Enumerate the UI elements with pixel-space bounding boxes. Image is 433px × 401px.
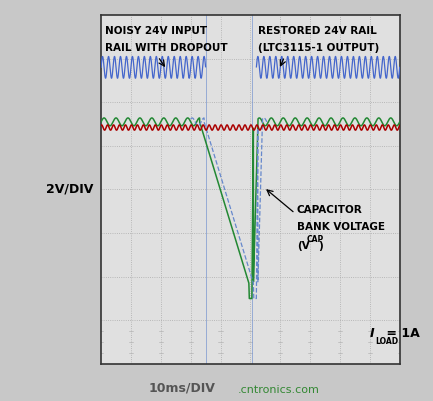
Text: LOAD: LOAD <box>375 336 398 346</box>
Text: ): ) <box>319 241 323 251</box>
Text: I: I <box>370 327 375 340</box>
Text: = 1A: = 1A <box>382 327 420 340</box>
Text: CAPACITOR: CAPACITOR <box>297 205 362 215</box>
Text: (V: (V <box>297 241 310 251</box>
Text: 10ms/DIV: 10ms/DIV <box>149 382 215 395</box>
Text: (LTC3115-1 OUTPUT): (LTC3115-1 OUTPUT) <box>258 43 379 53</box>
Text: NOISY 24V INPUT: NOISY 24V INPUT <box>105 26 207 36</box>
Text: RESTORED 24V RAIL: RESTORED 24V RAIL <box>258 26 377 36</box>
Text: BANK VOLTAGE: BANK VOLTAGE <box>297 222 385 232</box>
Text: 2V/DIV: 2V/DIV <box>46 183 94 196</box>
Text: CAP: CAP <box>307 235 324 244</box>
Text: RAIL WITH DROPOUT: RAIL WITH DROPOUT <box>105 43 227 53</box>
Text: .cntronics.com: .cntronics.com <box>238 385 320 395</box>
